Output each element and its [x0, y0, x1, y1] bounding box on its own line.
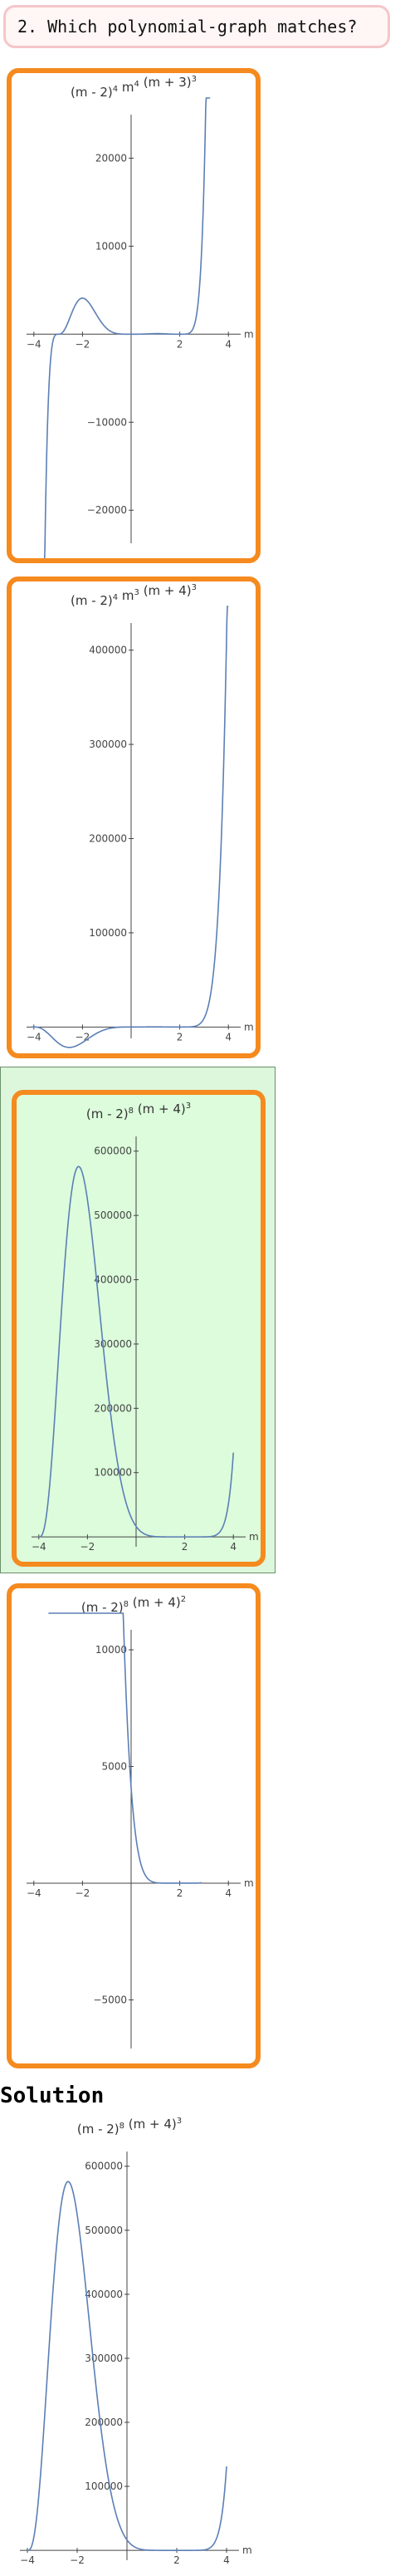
x-tick-label: −4	[27, 1031, 41, 1043]
x-tick-label: 2	[182, 1541, 188, 1553]
y-tick-label: 200000	[89, 833, 127, 845]
plot-title: (m - 2)8 (m + 4)3	[77, 2117, 182, 2137]
y-tick-label: 100000	[85, 2480, 123, 2492]
x-tick-label: −4	[27, 1887, 41, 1899]
x-tick-label: 4	[230, 1541, 237, 1553]
y-tick-label: −10000	[87, 416, 127, 428]
y-tick-label: 10000	[95, 240, 127, 252]
y-tick-label: 200000	[85, 2417, 123, 2428]
y-tick-label: 20000	[95, 152, 127, 164]
x-tick-label: 2	[177, 1887, 183, 1899]
solution-plot: (m - 2)8 (m + 4)3 m −4 −2 2 4 100000 200000 3000…	[5, 2110, 262, 2575]
x-tick-label: 2	[173, 2554, 180, 2566]
option-2-plot: (m - 2)4 m3 (m + 4)3 m −4 −2 2 4 100000 200000 3…	[27, 583, 254, 1048]
x-axis-label: m	[249, 1531, 259, 1543]
x-tick-label: 4	[225, 338, 232, 350]
y-tick-label: 400000	[89, 645, 127, 656]
curve	[38, 1165, 235, 1538]
y-tick-label: 300000	[85, 2353, 123, 2364]
curve	[31, 606, 229, 1048]
y-tick-label: 600000	[94, 1146, 132, 1157]
y-tick-label: 400000	[85, 2289, 123, 2300]
option-4[interactable]: (m - 2)8 (m + 4)2 m −4 −2 2 4 −5000 5000 10000	[7, 1583, 261, 2068]
option-4-plot: (m - 2)8 (m + 4)2 m −4 −2 2 4 −5000 5000 10000	[27, 1595, 254, 2049]
x-tick-label: −2	[76, 1887, 90, 1899]
y-tick-label: 300000	[89, 738, 127, 750]
x-tick-label: 2	[177, 1031, 183, 1043]
y-tick-label: 500000	[94, 1209, 132, 1221]
x-tick-label: −4	[32, 1541, 46, 1553]
x-tick-label: −2	[70, 2554, 85, 2566]
question-text: 2. Which polynomial-graph matches?	[17, 17, 358, 37]
x-axis-label: m	[244, 1877, 254, 1889]
x-tick-label: 4	[223, 2554, 230, 2566]
y-tick-label: 5000	[101, 1761, 127, 1773]
x-axis-label: m	[244, 328, 254, 340]
x-tick-label: −4	[20, 2554, 35, 2566]
x-tick-label: −2	[76, 338, 90, 350]
curve	[27, 2181, 227, 2551]
y-tick-label: 400000	[94, 1274, 132, 1286]
plot-title: (m - 2)4 m4 (m + 3)3	[71, 75, 197, 100]
y-tick-label: 600000	[85, 2161, 123, 2172]
x-axis-label: m	[242, 2544, 252, 2556]
x-tick-label: −2	[76, 1031, 90, 1043]
plot-title: (m - 2)8 (m + 4)2	[81, 1595, 186, 1615]
x-tick-label: 4	[225, 1031, 232, 1043]
curve	[43, 97, 211, 558]
solution-plot-svg: (m - 2)8 (m + 4)3 m −4 −2 2 4 100000 200000 3000…	[20, 2117, 252, 2566]
x-axis-label: m	[244, 1021, 254, 1033]
y-tick-label: 100000	[94, 1467, 132, 1479]
option-1-plot: (m - 2)4 m4 (m + 3)3 m −4 −2 2 4 −20000 −10000 1…	[27, 75, 254, 558]
x-tick-label: −2	[80, 1541, 95, 1553]
y-tick-label: 200000	[94, 1402, 132, 1414]
option-2[interactable]: (m - 2)4 m3 (m + 4)3 m −4 −2 2 4 100000 200000 3…	[7, 577, 261, 1058]
y-tick-label: 10000	[95, 1644, 127, 1656]
x-tick-label: 2	[177, 338, 183, 350]
y-tick-label: −5000	[93, 1994, 127, 2005]
option-3-plot: (m - 2)8 (m + 4)3 m −4 −2 2 4 100000 200000 3000…	[32, 1102, 259, 1553]
question-box: 2. Which polynomial-graph matches?	[3, 5, 390, 48]
x-tick-label: −4	[27, 338, 41, 350]
y-tick-label: 300000	[94, 1338, 132, 1350]
solution-heading: Solution	[0, 2083, 105, 2108]
plot-title: (m - 2)8 (m + 4)3	[86, 1102, 191, 1121]
y-tick-label: 100000	[89, 927, 127, 939]
option-3[interactable]: (m - 2)8 (m + 4)3 m −4 −2 2 4 100000 200000 3000…	[12, 1090, 266, 1567]
y-tick-label: −20000	[87, 504, 127, 516]
curve	[48, 1612, 202, 1884]
y-tick-label: 500000	[85, 2225, 123, 2236]
x-tick-label: 4	[225, 1887, 232, 1899]
option-1[interactable]: (m - 2)4 m4 (m + 3)3 m −4 −2 2 4 −20000 −10000 1…	[7, 68, 261, 563]
plot-title: (m - 2)4 m3 (m + 4)3	[71, 583, 197, 608]
